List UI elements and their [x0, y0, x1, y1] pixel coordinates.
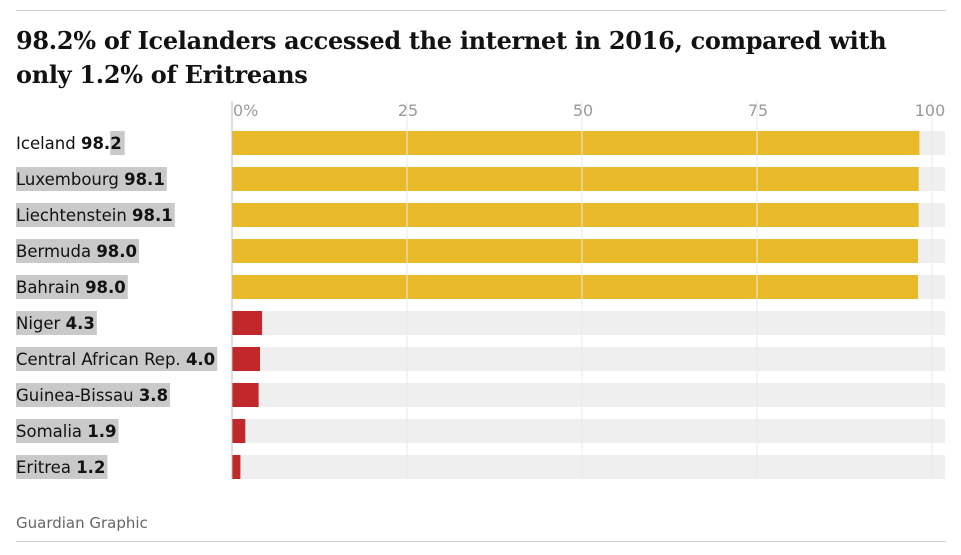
bottom-rule: [16, 541, 946, 542]
tick-label: 0%: [233, 101, 258, 120]
row-label: Bermuda 98.0: [16, 242, 137, 261]
bars: [232, 131, 920, 479]
tick-label: 50: [573, 101, 593, 120]
chart-title: 98.2% of Icelanders accessed the interne…: [16, 26, 887, 89]
tick-label: 100: [915, 101, 946, 120]
row-label: Liechtenstein 98.1: [16, 206, 173, 225]
category-label: Luxembourg: [16, 170, 124, 189]
bar-track: [232, 419, 945, 443]
category-label: Central African Rep.: [16, 350, 186, 369]
row-label: Iceland 98.2: [16, 134, 122, 153]
bar: [232, 239, 918, 263]
row-label: Bahrain 98.0: [16, 278, 126, 297]
bar-track: [232, 311, 945, 335]
label-highlight: [16, 455, 108, 479]
category-label: Liechtenstein: [16, 206, 132, 225]
row-label: Niger 4.3: [16, 314, 95, 333]
category-label: Bermuda: [16, 242, 96, 261]
tick-label: 25: [398, 101, 418, 120]
label-highlight: [16, 275, 128, 299]
bar: [232, 419, 246, 443]
label-highlight: [16, 203, 175, 227]
label-highlight: [16, 167, 167, 191]
bar: [232, 455, 241, 479]
gridlines: [231, 101, 933, 479]
value-label: 1.9: [87, 422, 116, 441]
label-highlight: [16, 311, 97, 335]
row-label: Somalia 1.9: [16, 422, 117, 441]
bar-track: [232, 347, 945, 371]
value-label: 98.2: [81, 134, 122, 153]
bar-track: [232, 455, 945, 479]
bar: [232, 167, 919, 191]
category-label: Guinea-Bissau: [16, 386, 139, 405]
row-label: Eritrea 1.2: [16, 458, 105, 477]
row-label: Luxembourg 98.1: [16, 170, 165, 189]
source-credit: Guardian Graphic: [16, 514, 148, 532]
label-highlight: [16, 419, 119, 443]
value-label: 1.2: [76, 458, 105, 477]
label-highlight: [16, 383, 171, 407]
category-label: Niger: [16, 314, 66, 333]
tick-labels: 0% 25 50 75 100: [233, 101, 945, 120]
bar: [232, 347, 260, 371]
category-label: Iceland: [16, 134, 81, 153]
bar: [232, 203, 919, 227]
bar: [232, 383, 259, 407]
category-label: Somalia: [16, 422, 87, 441]
bar-track: [232, 383, 945, 407]
bar: [232, 275, 918, 299]
top-rule: [16, 10, 946, 11]
value-label: 4.0: [186, 350, 215, 369]
label-highlight: [16, 239, 140, 263]
row-label: Central African Rep. 4.0: [16, 350, 215, 369]
value-label: 98.1: [124, 170, 165, 189]
value-label: 3.8: [139, 386, 168, 405]
value-label: 4.3: [66, 314, 95, 333]
bar: [232, 311, 263, 335]
label-highlight: [110, 131, 125, 155]
category-label: Bahrain: [16, 278, 85, 297]
value-label: 98.1: [132, 206, 173, 225]
label-highlight: [16, 347, 218, 371]
category-label: Eritrea: [16, 458, 76, 477]
value-label: 98.0: [96, 242, 137, 261]
value-label: 98.0: [85, 278, 126, 297]
bar: [232, 131, 920, 155]
tick-label: 75: [748, 101, 768, 120]
row-label: Guinea-Bissau 3.8: [16, 386, 168, 405]
